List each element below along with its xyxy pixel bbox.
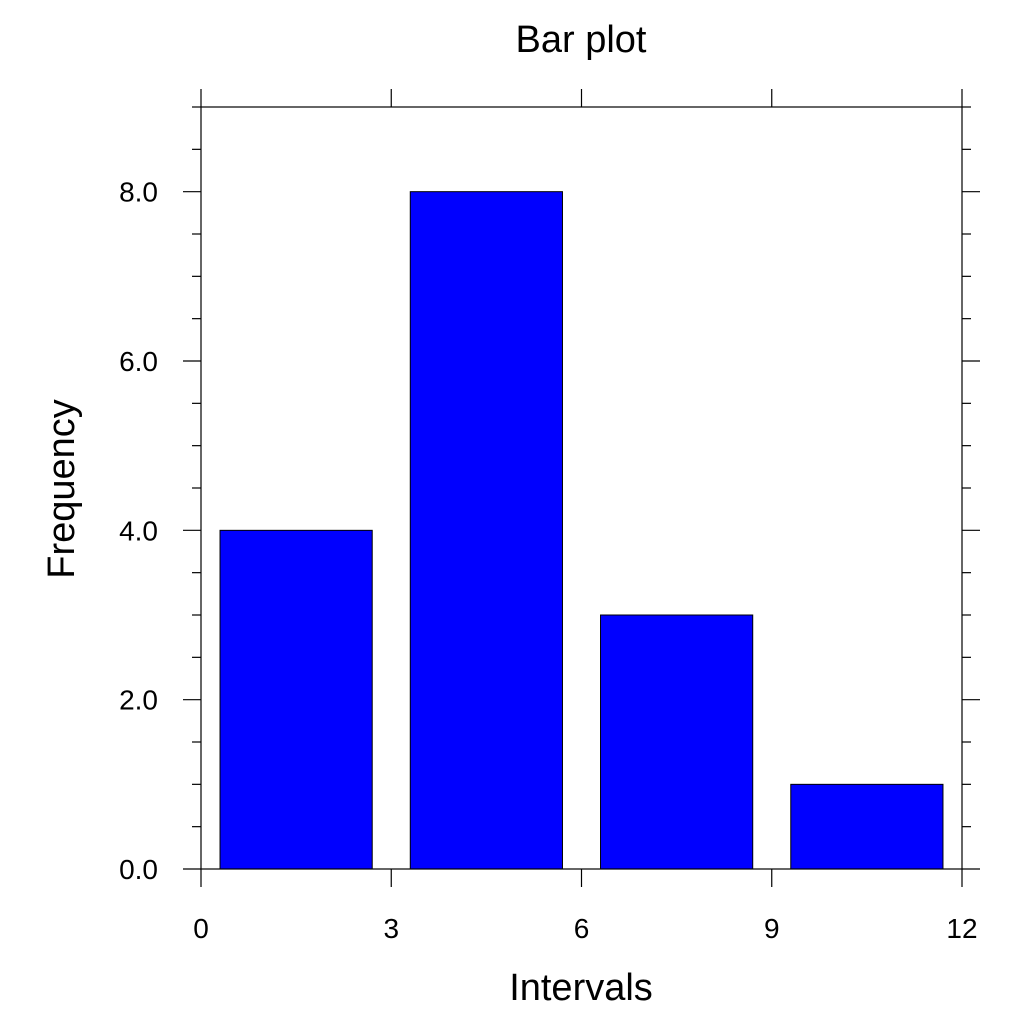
y-axis-title: Frequency bbox=[41, 399, 83, 579]
bars-group bbox=[219, 191, 944, 870]
axes-group: 0 3 6 9 12 0.0 2.0 4.0 6.0 8.0 bbox=[119, 89, 980, 944]
bar-1 bbox=[219, 529, 373, 870]
bar-4 bbox=[790, 783, 944, 870]
bar-3 bbox=[600, 614, 754, 870]
x-tick-label: 0 bbox=[193, 913, 209, 944]
y-tick-label: 0.0 bbox=[119, 854, 158, 885]
bar-2 bbox=[409, 191, 563, 870]
x-tick-label: 6 bbox=[574, 913, 590, 944]
y-tick-label: 4.0 bbox=[119, 515, 158, 546]
x-tick-label: 12 bbox=[946, 913, 977, 944]
chart-title: Bar plot bbox=[516, 19, 647, 61]
x-tick-label: 3 bbox=[383, 913, 399, 944]
y-tick-label: 8.0 bbox=[119, 177, 158, 208]
x-axis-title: Intervals bbox=[509, 967, 653, 1009]
y-tick-label: 6.0 bbox=[119, 346, 158, 377]
y-tick-label: 2.0 bbox=[119, 685, 158, 716]
x-tick-label: 9 bbox=[764, 913, 780, 944]
